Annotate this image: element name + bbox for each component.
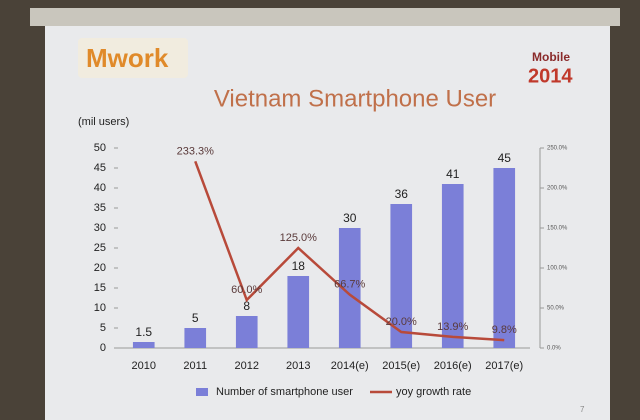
screen-top [30, 8, 620, 26]
bar [287, 276, 310, 348]
bar [441, 184, 464, 348]
y-axis-label: (mil users) [78, 116, 129, 128]
legend-swatch [196, 388, 208, 396]
y2-tick-label: 100.0% [547, 266, 568, 272]
y-tick-label: 30 [94, 222, 106, 234]
line-value-label: 60.0% [231, 284, 262, 296]
event-logo: Mobile [532, 50, 570, 64]
bar-value-label: 1.5 [135, 325, 152, 339]
bar-value-label: 5 [192, 311, 199, 325]
y-tick-label: 40 [94, 182, 106, 194]
bar-value-label: 41 [446, 167, 460, 181]
y-tick-label: 25 [94, 242, 106, 254]
logo: Mwork [86, 43, 169, 73]
line-value-label: 20.0% [386, 316, 417, 328]
x-tick-label: 2015(e) [382, 360, 420, 372]
y2-tick-label: 250.0% [547, 146, 568, 152]
x-tick-label: 2017(e) [485, 360, 523, 372]
x-tick-label: 2013 [286, 360, 310, 372]
y-tick-label: 35 [94, 202, 106, 214]
line-value-label: 13.9% [437, 321, 468, 333]
y-tick-label: 15 [94, 282, 106, 294]
bar-value-label: 36 [395, 187, 409, 201]
x-tick-label: 2012 [235, 360, 259, 372]
y2-tick-label: 200.0% [547, 186, 568, 192]
y-tick-label: 0 [100, 342, 106, 354]
x-tick-label: 2011 [183, 360, 207, 372]
slide [45, 26, 610, 420]
x-tick-label: 2014(e) [331, 360, 369, 372]
line [194, 160, 505, 342]
page-number: 7 [580, 405, 585, 414]
line-value-label: 9.8% [492, 324, 517, 336]
x-tick-label: 2016(e) [434, 360, 472, 372]
bar [132, 342, 155, 348]
chart-title: Vietnam Smartphone User [214, 85, 496, 112]
bar [184, 328, 207, 348]
y-tick-label: 20 [94, 262, 106, 274]
y2-tick-label: 150.0% [547, 226, 568, 232]
line-value-label: 125.0% [280, 232, 318, 244]
y-tick-label: 5 [100, 322, 106, 334]
y-tick-label: 45 [94, 162, 106, 174]
bar-value-label: 45 [498, 151, 512, 165]
line-value-label: 66.7% [334, 279, 365, 291]
bar [493, 168, 516, 348]
logo-box [78, 38, 188, 78]
bar [338, 228, 361, 348]
bar [390, 204, 413, 348]
bar-value-label: 18 [292, 259, 306, 273]
legend-label: yoy growth rate [396, 386, 471, 398]
bar-value-label: 8 [243, 299, 250, 313]
y2-tick-label: 0.0% [547, 346, 561, 352]
x-tick-label: 2010 [132, 360, 156, 372]
y-tick-label: 10 [94, 302, 106, 314]
event-year: 2014 [528, 65, 573, 87]
bar [235, 316, 258, 348]
bar-value-label: 30 [343, 211, 357, 225]
legend-label: Number of smartphone user [216, 386, 353, 398]
y-tick-label: 50 [94, 142, 106, 154]
y2-tick-label: 50.0% [547, 306, 565, 312]
line-value-label: 233.3% [177, 145, 215, 157]
